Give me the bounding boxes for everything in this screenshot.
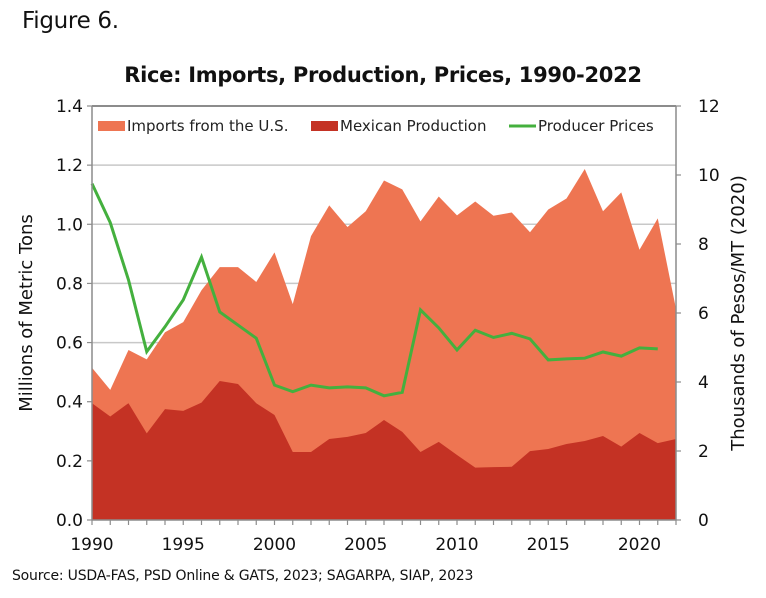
x-tick-label: 2010 [435, 535, 478, 555]
y2-tick-label: 4 [698, 373, 709, 393]
y-tick-label: 0.4 [56, 393, 83, 413]
figure-label: Figure 6. [22, 8, 119, 34]
y-tick-label: 0.8 [56, 274, 83, 294]
y2-tick-label: 2 [698, 442, 709, 462]
legend: Imports from the U.S. Mexican Production… [98, 117, 654, 135]
legend-label-production: Mexican Production [340, 117, 486, 135]
chart-title: Rice: Imports, Production, Prices, 1990-… [124, 63, 642, 87]
line-producer-prices [90, 182, 658, 398]
x-tick-label: 2005 [344, 535, 387, 555]
legend-label-prices: Producer Prices [538, 117, 654, 135]
x-tick-label: 2000 [253, 535, 296, 555]
y-tick-label: 0.0 [56, 511, 83, 531]
y2-tick-label: 10 [698, 166, 720, 186]
y2-tick-label: 12 [698, 97, 720, 117]
x-tick-label: 2020 [618, 535, 661, 555]
y-tick-label: 0.6 [56, 334, 83, 354]
y2-axis-title: Thousands of Pesos/MT (2020) [728, 175, 749, 451]
legend-swatch-production [311, 121, 338, 131]
axes [87, 105, 681, 525]
x-tick-label: 2015 [527, 535, 570, 555]
y-axis-title: Millions of Metric Tons [16, 214, 37, 412]
y-tick-label: 1.0 [56, 215, 83, 235]
legend-label-imports: Imports from the U.S. [127, 117, 288, 135]
y-tick-label: 0.2 [56, 452, 83, 472]
x-tick-label: 1995 [162, 535, 205, 555]
y2-tick-label: 6 [698, 304, 709, 324]
y2-tick-label: 8 [698, 235, 709, 255]
source-note: Source: USDA-FAS, PSD Online & GATS, 202… [12, 568, 474, 584]
legend-swatch-imports [98, 121, 125, 131]
y2-tick-label: 0 [698, 511, 709, 531]
y-tick-label: 1.2 [56, 156, 83, 176]
y-tick-label: 1.4 [56, 97, 83, 117]
area-mexican-production [92, 381, 676, 520]
line-layer [90, 182, 658, 398]
area-layer [92, 168, 676, 521]
x-tick-label: 1990 [70, 535, 113, 555]
tick-labels: 0.0 0.2 0.4 0.6 0.8 1.0 1.2 1.4 0 2 4 6 8 10 12 1990 199… [56, 97, 720, 555]
